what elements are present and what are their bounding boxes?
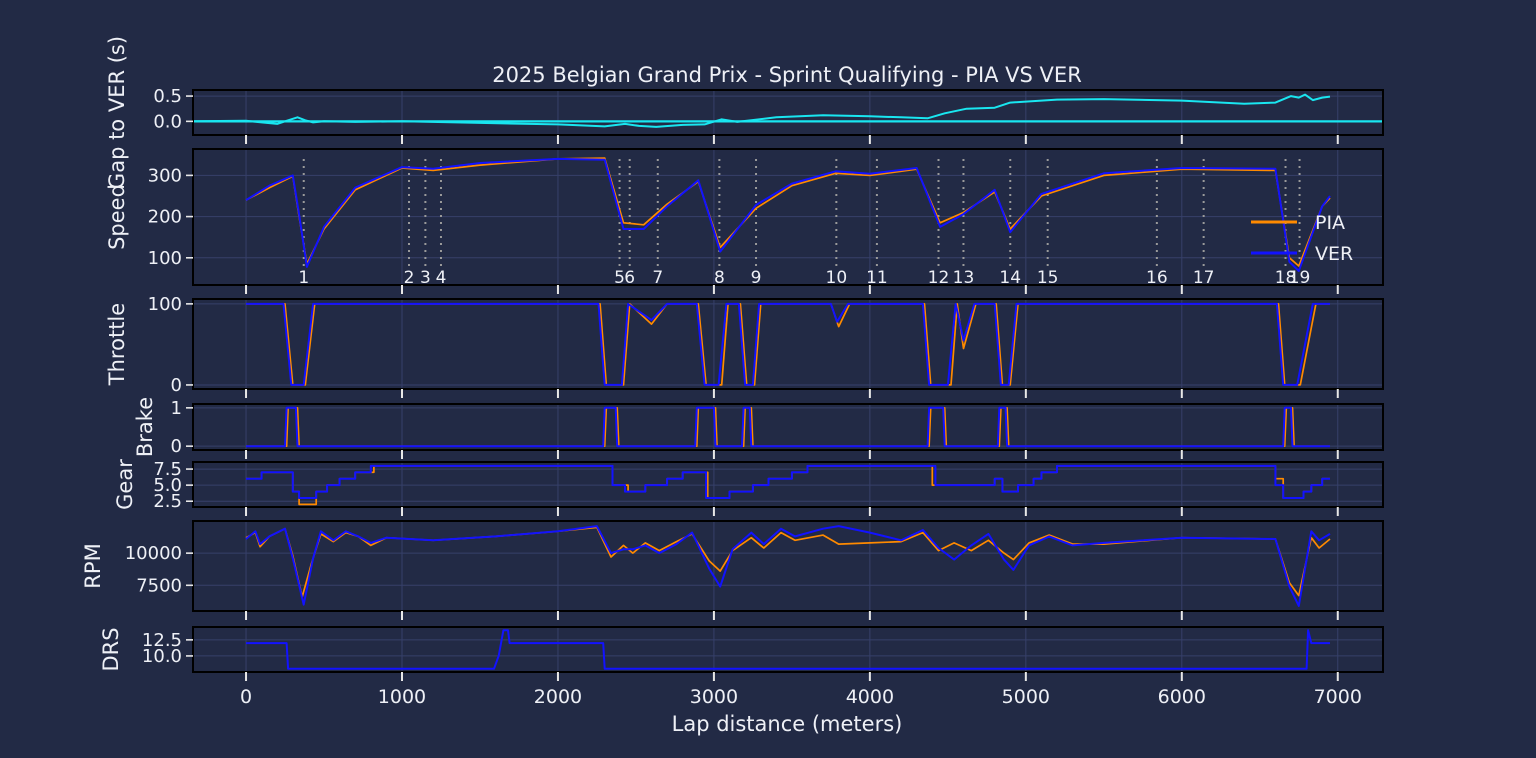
x-tick-label: 5000 bbox=[1002, 686, 1050, 708]
speed-y-tick-label: 100 bbox=[148, 248, 182, 269]
corner-label: 11 bbox=[866, 268, 888, 288]
chart-legend: PIA VER bbox=[1251, 212, 1353, 265]
gear-y-axis-label: Gear bbox=[113, 459, 137, 510]
throttle-y-axis-label: Throttle bbox=[105, 303, 129, 386]
corner-label: 19 bbox=[1289, 268, 1311, 288]
gap-frame bbox=[192, 89, 1384, 136]
pia-rpm-line bbox=[245, 526, 1331, 598]
corner-label: 15 bbox=[1037, 268, 1059, 288]
x-axis-label: Lap distance (meters) bbox=[672, 712, 903, 736]
gear-y-tick-label: 5.0 bbox=[153, 475, 182, 496]
corner-label: 12 bbox=[928, 268, 950, 288]
speed-y-tick-label: 200 bbox=[148, 207, 182, 228]
gap-panel: 0.0 0.5 Gap to VER (s) bbox=[105, 36, 1384, 189]
rpm-y-axis-label: RPM bbox=[81, 543, 105, 588]
corner-label: 6 bbox=[624, 268, 635, 288]
ver-speed-line bbox=[245, 157, 1331, 272]
x-tick-label: 7000 bbox=[1314, 686, 1362, 708]
x-tick-label: 4000 bbox=[846, 686, 894, 708]
throttle-frame bbox=[192, 298, 1384, 390]
rpm-y-tick-label: 7500 bbox=[136, 575, 182, 596]
ver-throttle-line bbox=[246, 302, 1330, 386]
throttle-plot-area bbox=[193, 299, 1383, 389]
legend-label-pia: PIA bbox=[1315, 212, 1345, 234]
gear-y-tick-label: 7.5 bbox=[153, 459, 182, 480]
drs-series-group bbox=[246, 629, 1330, 670]
drs-panel: 10.012.5 DRS bbox=[99, 626, 1384, 681]
corner-label: 13 bbox=[953, 268, 975, 288]
rpm-panel: 7500 10000 RPM bbox=[81, 520, 1384, 620]
corner-label: 5 bbox=[614, 268, 625, 288]
drs-y-tick-label: 10.0 bbox=[142, 646, 182, 667]
gap-series-group bbox=[193, 93, 1383, 128]
throttle-panel: 0 100 Throttle bbox=[105, 294, 1384, 398]
speed-series-group bbox=[245, 157, 1331, 272]
brake-plot-area bbox=[193, 404, 1383, 450]
corner-label: 10 bbox=[826, 268, 848, 288]
ver-drs-line bbox=[246, 629, 1330, 670]
corner-label: 18 bbox=[1275, 268, 1297, 288]
gap-plot-area bbox=[193, 90, 1383, 135]
gear-series-group bbox=[246, 464, 1330, 506]
corner-label: 17 bbox=[1193, 268, 1215, 288]
ver-rpm-line bbox=[245, 525, 1331, 607]
throttle-y-tick-label: 100 bbox=[148, 294, 182, 315]
corner-label: 3 bbox=[420, 268, 431, 288]
gap-y-axis-label: Gap to VER (s) bbox=[105, 36, 129, 189]
rpm-plot-area bbox=[193, 521, 1383, 611]
brake-y-axis-label: Brake bbox=[133, 397, 157, 457]
gear-y-tick-label: 2.5 bbox=[153, 491, 182, 512]
rpm-y-tick-label: 10000 bbox=[125, 543, 182, 564]
drs-plot-area bbox=[193, 627, 1383, 672]
corner-label: 16 bbox=[1146, 268, 1168, 288]
corner-label: 8 bbox=[714, 268, 725, 288]
x-tick-label: 2000 bbox=[534, 686, 582, 708]
speed-y-tick-label: 300 bbox=[148, 165, 182, 186]
speed-y-axis-label: Speed bbox=[105, 184, 129, 250]
chart-title: 2025 Belgian Grand Prix - Sprint Qualify… bbox=[492, 63, 1082, 87]
throttle-y-tick-label: 0 bbox=[171, 375, 182, 396]
ver-brake-line bbox=[246, 406, 1330, 448]
brake-series-group bbox=[246, 406, 1330, 448]
x-tick-label: 1000 bbox=[378, 686, 426, 708]
brake-y-tick-label: 0 bbox=[171, 436, 182, 457]
gear-panel: 2.55.07.5 Gear bbox=[113, 459, 1384, 516]
x-tick-label: 3000 bbox=[690, 686, 738, 708]
corner-label: 4 bbox=[436, 268, 447, 288]
drs-y-tick-label: 12.5 bbox=[142, 630, 182, 651]
corner-label: 2 bbox=[404, 268, 415, 288]
speed-panel: 1 2 3 4 5 6 7 8 9 10 11 12 13 14 15 16 17 1819100200300Sp… bbox=[105, 148, 1384, 294]
corner-label: 9 bbox=[751, 268, 762, 288]
ver-gear-line bbox=[246, 464, 1330, 499]
corner-label: 14 bbox=[999, 268, 1021, 288]
corner-label: 1 bbox=[298, 268, 309, 288]
gap-y-tick-label: 0.5 bbox=[153, 86, 182, 107]
legend-label-ver: VER bbox=[1315, 243, 1353, 265]
gap-gap-line bbox=[193, 93, 1331, 128]
rpm-frame bbox=[192, 520, 1384, 612]
brake-y-tick-label: 1 bbox=[171, 398, 182, 419]
x-tick-labels: 0 1000 2000 3000 4000 5000 6000 7000 bbox=[240, 686, 1362, 708]
drs-y-axis-label: DRS bbox=[99, 627, 123, 671]
corner-label: 7 bbox=[652, 268, 663, 288]
throttle-series-group bbox=[246, 302, 1330, 386]
drs-frame bbox=[192, 626, 1384, 673]
gap-y-tick-label: 0.0 bbox=[153, 111, 182, 132]
x-tick-label: 6000 bbox=[1158, 686, 1206, 708]
x-tick-label: 0 bbox=[240, 686, 252, 708]
rpm-series-group bbox=[245, 525, 1331, 607]
brake-panel: 0 1 Brake bbox=[133, 397, 1384, 459]
brake-frame bbox=[192, 403, 1384, 451]
